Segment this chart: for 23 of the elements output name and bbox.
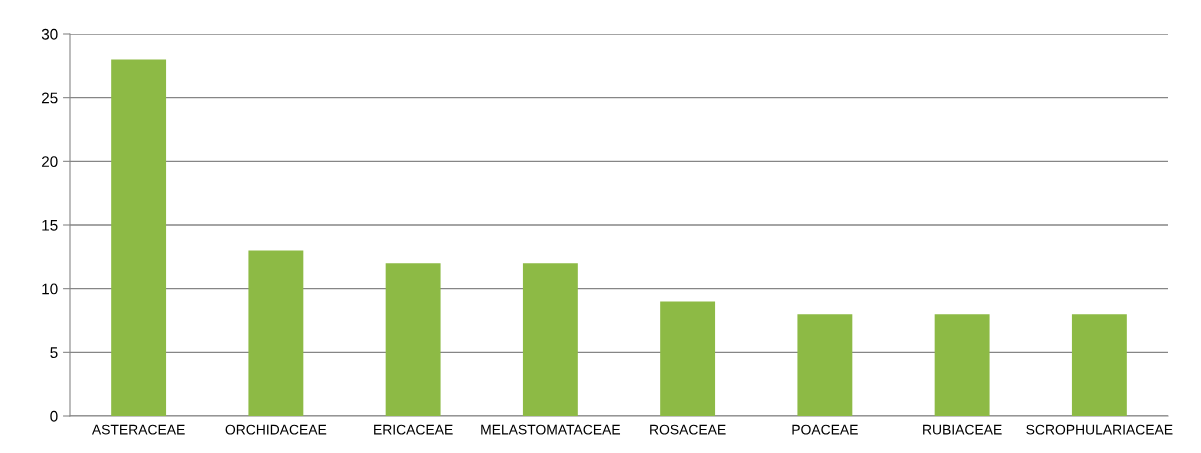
y-tick-label: 0 [50,410,58,422]
y-tick-label: 15 [42,220,58,231]
x-tick-label: SCROPHULARIACEAE [1026,424,1173,435]
y-tick-label: 25 [41,92,58,104]
x-tick-label: ASTERACEAE [91,424,185,435]
y-tick-label: 10 [42,283,58,295]
y-tick-label: 30 [41,28,58,40]
x-tick-label: ORCHIDACEAE [225,424,327,435]
y-tick-label: 5 [50,347,58,359]
bar [111,59,167,416]
bar [934,314,990,416]
bar [248,250,304,416]
bar [385,263,441,416]
x-tick-label: ROSACEAE [650,424,726,435]
bar [797,314,853,416]
bar [660,301,716,416]
x-tick-label: POACEAE [792,424,858,435]
bar [1071,314,1127,416]
bar [522,263,578,416]
x-tick-label: ERICACEAE [374,424,453,435]
x-tick-label: RUBIACEAE [923,424,1002,435]
y-tick-label: 20 [41,156,58,168]
x-tick-label: MELASTOMATACEAE [481,424,621,435]
